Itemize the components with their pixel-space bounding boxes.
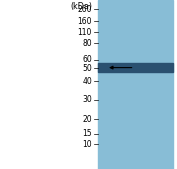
Text: 40: 40	[82, 77, 92, 86]
Text: 160: 160	[78, 17, 92, 26]
Text: 50: 50	[82, 64, 92, 73]
Text: (kDa): (kDa)	[70, 2, 92, 11]
Text: 15: 15	[82, 129, 92, 138]
Text: 20: 20	[82, 115, 92, 124]
Text: 30: 30	[82, 95, 92, 104]
Bar	[98, 63, 173, 72]
Text: 60: 60	[82, 55, 92, 65]
Text: 260: 260	[78, 5, 92, 14]
Text: 10: 10	[82, 140, 92, 149]
Text: 110: 110	[78, 28, 92, 37]
Bar	[98, 0, 173, 169]
Text: 80: 80	[82, 39, 92, 48]
